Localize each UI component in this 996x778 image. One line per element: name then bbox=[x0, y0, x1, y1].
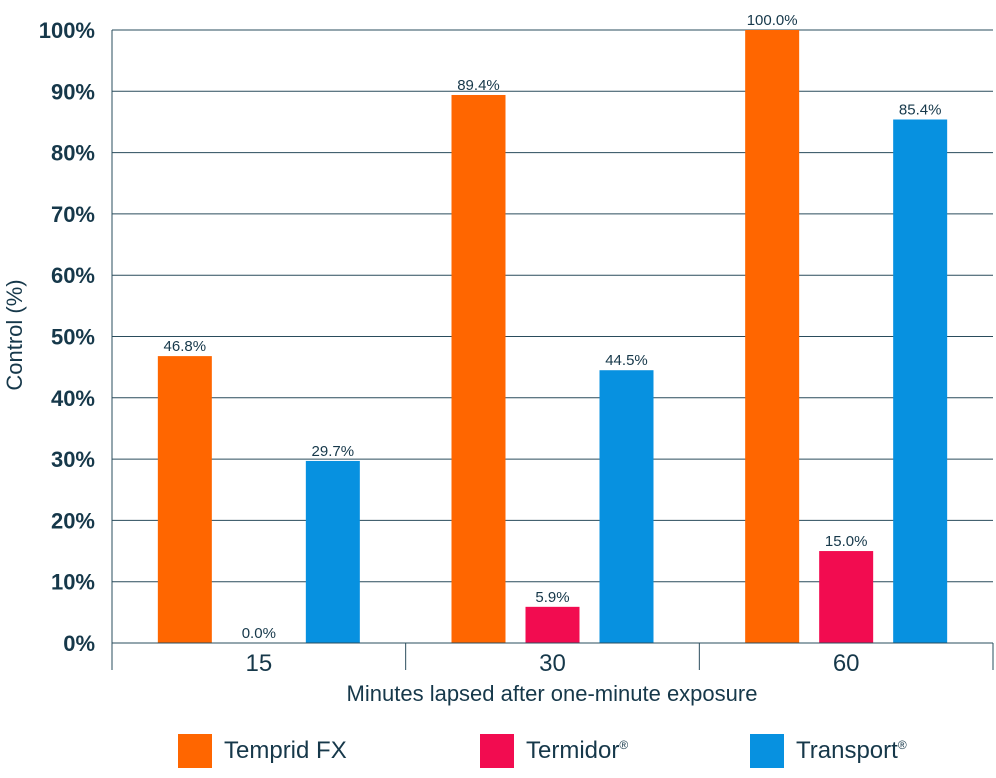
y-axis-title: Control (%) bbox=[2, 279, 27, 390]
legend-swatch bbox=[750, 734, 784, 768]
x-axis-title: Minutes lapsed after one-minute exposure bbox=[347, 681, 758, 706]
y-tick-label: 80% bbox=[51, 141, 95, 166]
data-label: 29.7% bbox=[312, 443, 355, 460]
data-label: 5.9% bbox=[535, 589, 569, 606]
bar bbox=[893, 119, 948, 644]
data-label: 89.4% bbox=[457, 77, 500, 94]
data-label: 0.0% bbox=[242, 625, 276, 642]
bar bbox=[819, 551, 874, 643]
legend-label: Temprid FX bbox=[224, 737, 347, 765]
legend-item: Termidor® bbox=[480, 734, 628, 768]
legend-swatch bbox=[480, 734, 514, 768]
y-tick-label: 0% bbox=[63, 631, 95, 656]
y-tick-label: 30% bbox=[51, 447, 95, 472]
gridlines bbox=[112, 29, 993, 644]
bar bbox=[451, 94, 506, 643]
x-tick-label: 15 bbox=[245, 650, 272, 677]
y-tick-label: 90% bbox=[51, 79, 95, 104]
legend-series-name: Transport bbox=[796, 737, 898, 764]
legend-item: Temprid FX bbox=[178, 734, 347, 768]
y-tick-label: 100% bbox=[39, 18, 95, 43]
data-label: 15.0% bbox=[825, 533, 868, 550]
x-tick-label: 30 bbox=[539, 650, 566, 677]
y-tick-label: 40% bbox=[51, 386, 95, 411]
data-label: 100.0% bbox=[747, 12, 798, 29]
data-label: 44.5% bbox=[605, 352, 648, 369]
x-axis: 15 30 60 bbox=[111, 30, 994, 677]
legend-swatch bbox=[178, 734, 212, 768]
y-tick-label: 70% bbox=[51, 202, 95, 227]
legend-label: Transport® bbox=[796, 737, 907, 765]
bar bbox=[157, 356, 212, 643]
y-tick-label: 50% bbox=[51, 325, 95, 350]
bar bbox=[745, 30, 800, 643]
registered-mark: ® bbox=[897, 738, 907, 752]
y-tick-label: 10% bbox=[51, 570, 95, 595]
x-tick-label: 60 bbox=[833, 650, 860, 677]
y-axis-ticks: 0% 10% 20% 30% 40% 50% 60% 70% 80% 90% 100% bbox=[39, 18, 95, 656]
legend-item: Transport® bbox=[750, 734, 907, 768]
legend: Temprid FX Termidor® Transport® bbox=[0, 728, 996, 772]
data-labels: 46.8% 0.0% 29.7% 89.4% 5.9% 44.5% 100.0% 15.0% 8… bbox=[164, 12, 942, 642]
y-tick-label: 60% bbox=[51, 263, 95, 288]
y-tick-label: 20% bbox=[51, 508, 95, 533]
bars bbox=[157, 30, 948, 644]
bar bbox=[305, 460, 360, 643]
registered-mark: ® bbox=[619, 738, 629, 752]
bar bbox=[525, 606, 580, 643]
legend-series-name: Termidor bbox=[526, 737, 620, 764]
bar bbox=[599, 370, 654, 643]
legend-label: Termidor® bbox=[526, 737, 628, 765]
data-label: 46.8% bbox=[164, 338, 207, 355]
data-label: 85.4% bbox=[899, 101, 942, 118]
legend-series-name: Temprid FX bbox=[224, 737, 347, 764]
